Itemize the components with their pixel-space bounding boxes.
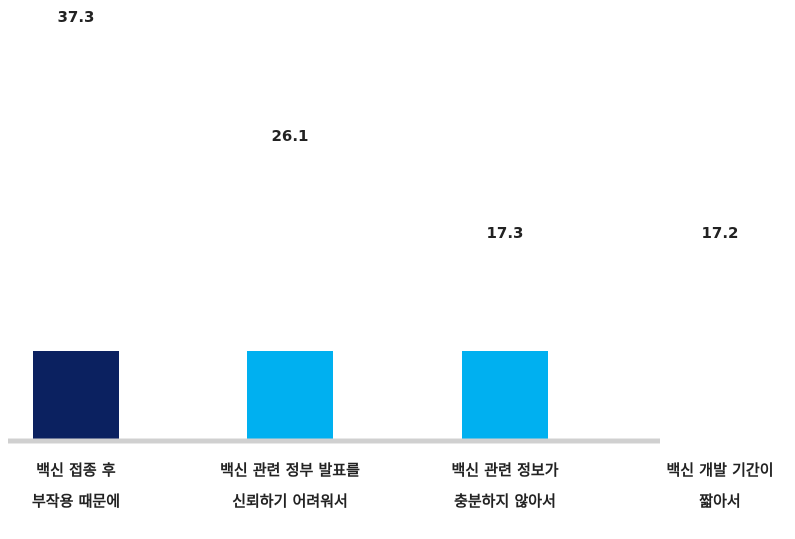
category-label-1-line-2: 부작용 때문에	[31, 492, 121, 510]
category-label-2-line-1: 백신 관련 정부 발표를	[220, 461, 360, 479]
value-label-4: 17.2	[701, 224, 739, 242]
category-label-4-line-2: 짧아서	[699, 492, 741, 510]
category-label-1-line-1: 백신 접종 후	[36, 461, 116, 479]
bars-group	[33, 351, 548, 439]
category-label-2-line-2: 신뢰하기 어려워서	[232, 492, 348, 510]
value-label-1: 37.3	[57, 8, 95, 26]
category-label-3-line-2: 충분하지 않아서	[454, 492, 556, 510]
category-label-4-line-1: 백신 개발 기간이	[666, 461, 774, 479]
bar-1	[33, 351, 119, 439]
category-label-3-line-1: 백신 관련 정보가	[451, 461, 559, 479]
value-label-2: 26.1	[271, 127, 309, 145]
bar-3	[462, 351, 548, 439]
bar-2	[247, 351, 333, 439]
value-label-3: 17.3	[486, 224, 524, 242]
